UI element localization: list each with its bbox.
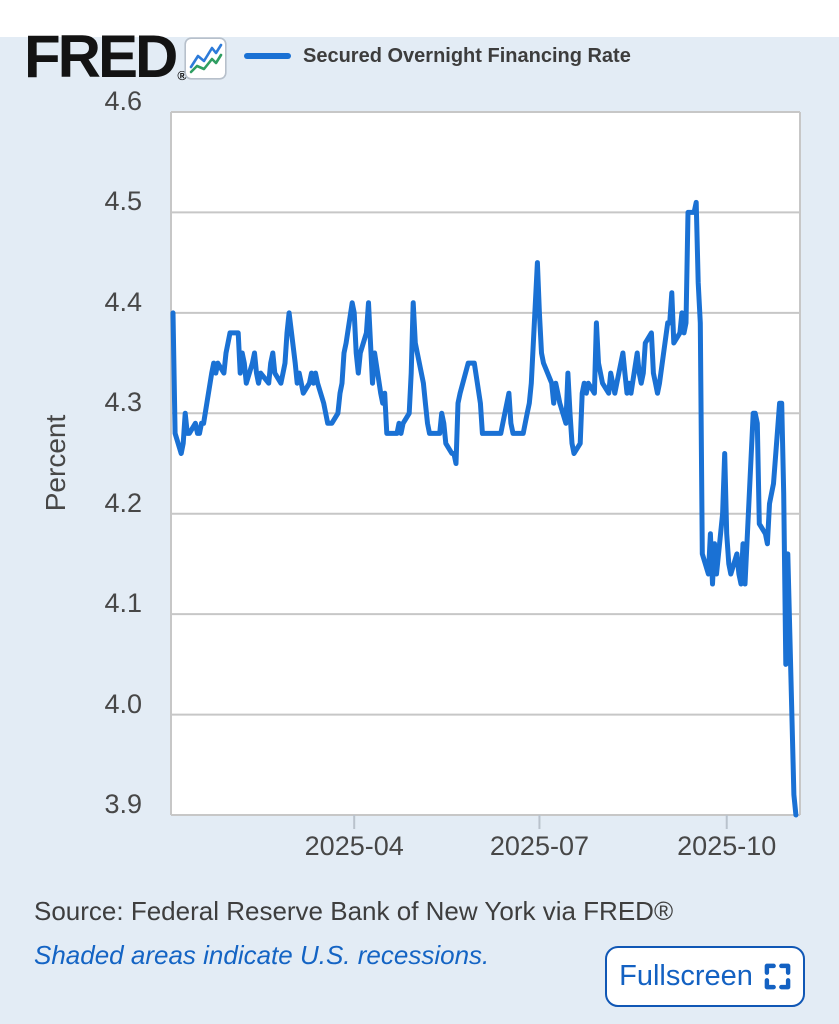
y-axis-tick-label: 4.6 xyxy=(104,86,142,116)
y-axis-tick-label: 4.4 xyxy=(104,286,142,317)
sofr-series-line xyxy=(170,199,799,818)
y-axis-tick-label: 4.3 xyxy=(104,387,142,418)
fullscreen-button[interactable]: Fullscreen xyxy=(605,946,805,1007)
y-axis-tick-label: 4.2 xyxy=(104,487,142,518)
fred-logo[interactable]: FRED ® xyxy=(24,23,187,90)
fullscreen-expand-icon xyxy=(764,963,791,990)
chart-legend: Secured Overnight Financing Rate xyxy=(244,43,631,69)
x-axis-tick-label: 2025-07 xyxy=(489,831,589,861)
y-axis-tick-label: 4.0 xyxy=(104,688,142,719)
y-axis-tick-label: 4.1 xyxy=(104,588,142,619)
fred-logo-text: FRED xyxy=(24,23,178,90)
legend-line-swatch xyxy=(244,53,291,59)
source-text: Source: Federal Reserve Bank of New York… xyxy=(34,896,674,926)
registered-trademark: ® xyxy=(177,68,187,83)
line-chart-icon xyxy=(184,37,227,80)
fullscreen-button-label: Fullscreen xyxy=(619,960,753,992)
x-axis-tick-label: 2025-10 xyxy=(677,831,777,861)
plot-background xyxy=(171,112,800,815)
x-axis-tick-label: 2025-04 xyxy=(304,831,404,861)
legend-series-label[interactable]: Secured Overnight Financing Rate xyxy=(303,44,631,67)
recession-note: Shaded areas indicate U.S. recessions. xyxy=(34,940,490,970)
y-axis-tick-label: 4.5 xyxy=(104,186,142,217)
y-axis-tick-label: 3.9 xyxy=(104,789,142,819)
